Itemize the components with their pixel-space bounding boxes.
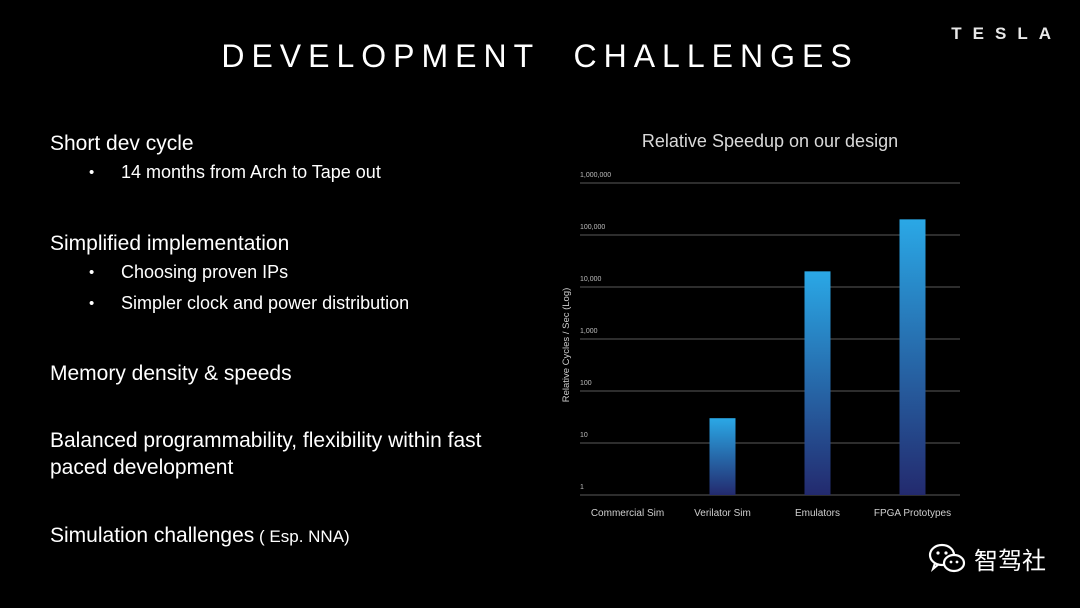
y-tick-label: 100 bbox=[580, 380, 592, 387]
bullet-heading-suffix: ( Esp. NNA) bbox=[254, 527, 350, 546]
bullet-heading: Balanced programmability, flexibility wi… bbox=[50, 429, 482, 479]
y-tick-label: 1,000,000 bbox=[580, 172, 611, 179]
sub-bullet: • Simpler clock and power distribution bbox=[50, 288, 520, 319]
bullet-group: Simplified implementation • Choosing prov… bbox=[50, 230, 520, 319]
watermark-text: 智驾社 bbox=[974, 548, 1046, 575]
tesla-logo: TESLA bbox=[951, 24, 1062, 43]
wechat-icon bbox=[928, 543, 966, 572]
y-tick-label: 10,000 bbox=[580, 276, 602, 283]
bullet-heading-text: Simulation challenges bbox=[50, 524, 255, 547]
x-tick-label: Emulators bbox=[795, 508, 840, 519]
bullet-group: Balanced programmability, flexibility wi… bbox=[50, 427, 520, 481]
slide-title: DEVELOPMENT CHALLENGES bbox=[221, 38, 859, 74]
bullet-heading: Simplified implementation bbox=[50, 232, 290, 255]
sub-bullet-text: Simpler clock and power distribution bbox=[121, 293, 410, 313]
bullet-dot-icon: • bbox=[89, 164, 95, 181]
bar-chart: 1 10 100 1,000 10,000 100,000 1,000,000 Relativ… bbox=[561, 172, 960, 519]
watermark: 智驾社 bbox=[928, 541, 1046, 576]
bullet-group: Simulation challenges ( Esp. NNA) bbox=[50, 522, 520, 550]
bar bbox=[804, 271, 831, 495]
y-tick-label: 10 bbox=[580, 432, 588, 439]
x-tick-label: FPGA Prototypes bbox=[874, 508, 951, 519]
bullet-heading: Simulation challenges ( Esp. NNA) bbox=[50, 522, 520, 550]
bar bbox=[899, 219, 926, 495]
bullet-heading: Short dev cycle bbox=[50, 132, 194, 155]
chart-title: Relative Speedup on our design bbox=[641, 131, 899, 151]
sub-bullet-text: Choosing proven IPs bbox=[121, 262, 289, 282]
bar bbox=[709, 418, 736, 495]
bullet-heading: Memory density & speeds bbox=[50, 362, 292, 385]
x-tick-label: Verilator Sim bbox=[694, 508, 751, 519]
y-axis-label: Relative Cycles / Sec (Log) bbox=[561, 288, 572, 403]
x-tick-label: Commercial Sim bbox=[591, 508, 664, 519]
bullet-dot-icon: • bbox=[89, 264, 95, 281]
sub-bullet: • Choosing proven IPs bbox=[50, 257, 520, 288]
y-tick-label: 100,000 bbox=[580, 224, 605, 231]
bullet-group: Short dev cycle • 14 months from Arch to … bbox=[50, 130, 520, 188]
bullet-group: Memory density & speeds bbox=[50, 360, 520, 387]
sub-bullet-text: 14 months from Arch to Tape out bbox=[121, 162, 381, 182]
y-tick-label: 1,000 bbox=[580, 328, 598, 335]
sub-bullet: • 14 months from Arch to Tape out bbox=[50, 157, 520, 188]
y-tick-label: 1 bbox=[580, 484, 584, 491]
bullet-dot-icon: • bbox=[89, 295, 95, 312]
